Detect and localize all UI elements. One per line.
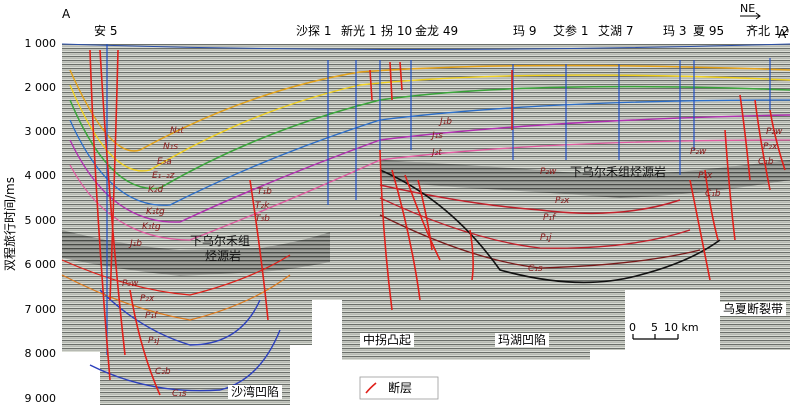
horizon-label: P₁f [145,311,158,321]
well-label: 沙探 1 [296,24,332,38]
horizon-label: P₁j [148,336,160,346]
source-band-right [380,160,790,198]
section-body [62,44,790,405]
y-axis: 1 000 2 000 3 000 4 000 5 000 6 000 7 00… [20,37,57,408]
legend-box [359,376,439,400]
well-label: 新光 1 [341,24,377,38]
direction-label: NE [740,2,756,15]
source-band-left [62,230,330,276]
horizon-label: P₂x [555,196,570,206]
horizon-label: K₁tg [142,222,161,232]
shawan-sag-label: 沙湾凹陷 [228,385,283,399]
source-rock-label-left-2: 烃源岩 [205,249,242,263]
horizon-label: P₁f [543,213,556,223]
horizon-label: K₁tg [146,207,165,217]
mahu-sag-label: 玛湖凹陷 [495,333,550,347]
y-tick: 8 000 [24,347,57,360]
profile-start-label: A [62,7,71,21]
horizon-label: N₁t [170,126,184,136]
source-rock-label-right: 下乌尔禾组烃源岩 [570,165,667,179]
well-label: 安 5 [94,24,118,38]
y-tick: 7 000 [24,303,57,316]
horizon-label: J₁b [440,117,452,127]
profile-end-label: A' [778,27,790,41]
well-label: 齐北 12 [746,24,790,38]
legend-fault-label: 断层 [388,381,413,395]
well-label: 艾参 1 [553,24,589,38]
scale-label-zero: 0 [629,321,636,334]
source-rock-label-left: 下乌尔禾组 [190,234,251,248]
zhongguai-uplift-label: 中拐凸起 [360,333,415,347]
y-axis-title: 双程旅行时间/ms [3,177,17,271]
well-label: 玛 3 [663,24,687,38]
y-tick: 6 000 [24,258,57,271]
horizon-label: P₁j [540,233,552,243]
horizon-label: P₂x [140,294,155,304]
horizon-label: T₂k [255,201,270,211]
horizon-label: P₂x [698,171,713,181]
scale-bar [632,334,679,340]
horizon-label: E₁₋₂z [152,171,175,181]
wuxia-fault-zone-label: 乌夏断裂带 [720,302,787,316]
horizon-label: C₁b [758,157,774,167]
well-label: 夏 95 [693,24,725,38]
y-tick: 3 000 [24,125,57,138]
well-label: 金龙 49 [415,24,459,38]
horizon-label: T₁b [257,187,272,197]
y-tick: 5 000 [24,214,57,227]
horizon-label: P₂x [763,142,778,152]
horizon-label: J₁s [432,131,443,141]
horizon-label: C₂b [155,367,171,377]
horizon-label: E₃a [157,157,172,167]
horizon-label: T₃b [255,214,270,224]
horizon-label: J₂t [432,148,442,158]
horizon-label: C₁b [705,189,721,199]
y-tick: 1 000 [24,37,57,50]
horizon-label: P₂w [690,147,707,157]
horizon-label: P₂w [766,127,783,137]
well-label: 玛 9 [513,24,537,38]
y-tick: 9 000 [24,392,57,405]
scale-label-five: 5 [651,321,658,334]
fault-legend-icon [365,382,377,394]
horizon-label: K₂d [148,185,164,195]
horizon-label: C₁s [528,264,543,274]
scale-label-ten: 10 km [664,321,699,334]
well-label: 拐 10 [381,24,413,38]
horizon-label: P₃w [122,279,139,289]
horizon-label: J₁b [130,239,142,249]
y-tick: 2 000 [24,81,57,94]
y-tick: 4 000 [24,169,57,182]
horizon-label: P₂w [540,167,557,177]
well-label: 艾湖 7 [598,24,634,38]
horizon-label: C₁s [172,389,187,399]
horizon-label: N₁s [163,142,179,152]
